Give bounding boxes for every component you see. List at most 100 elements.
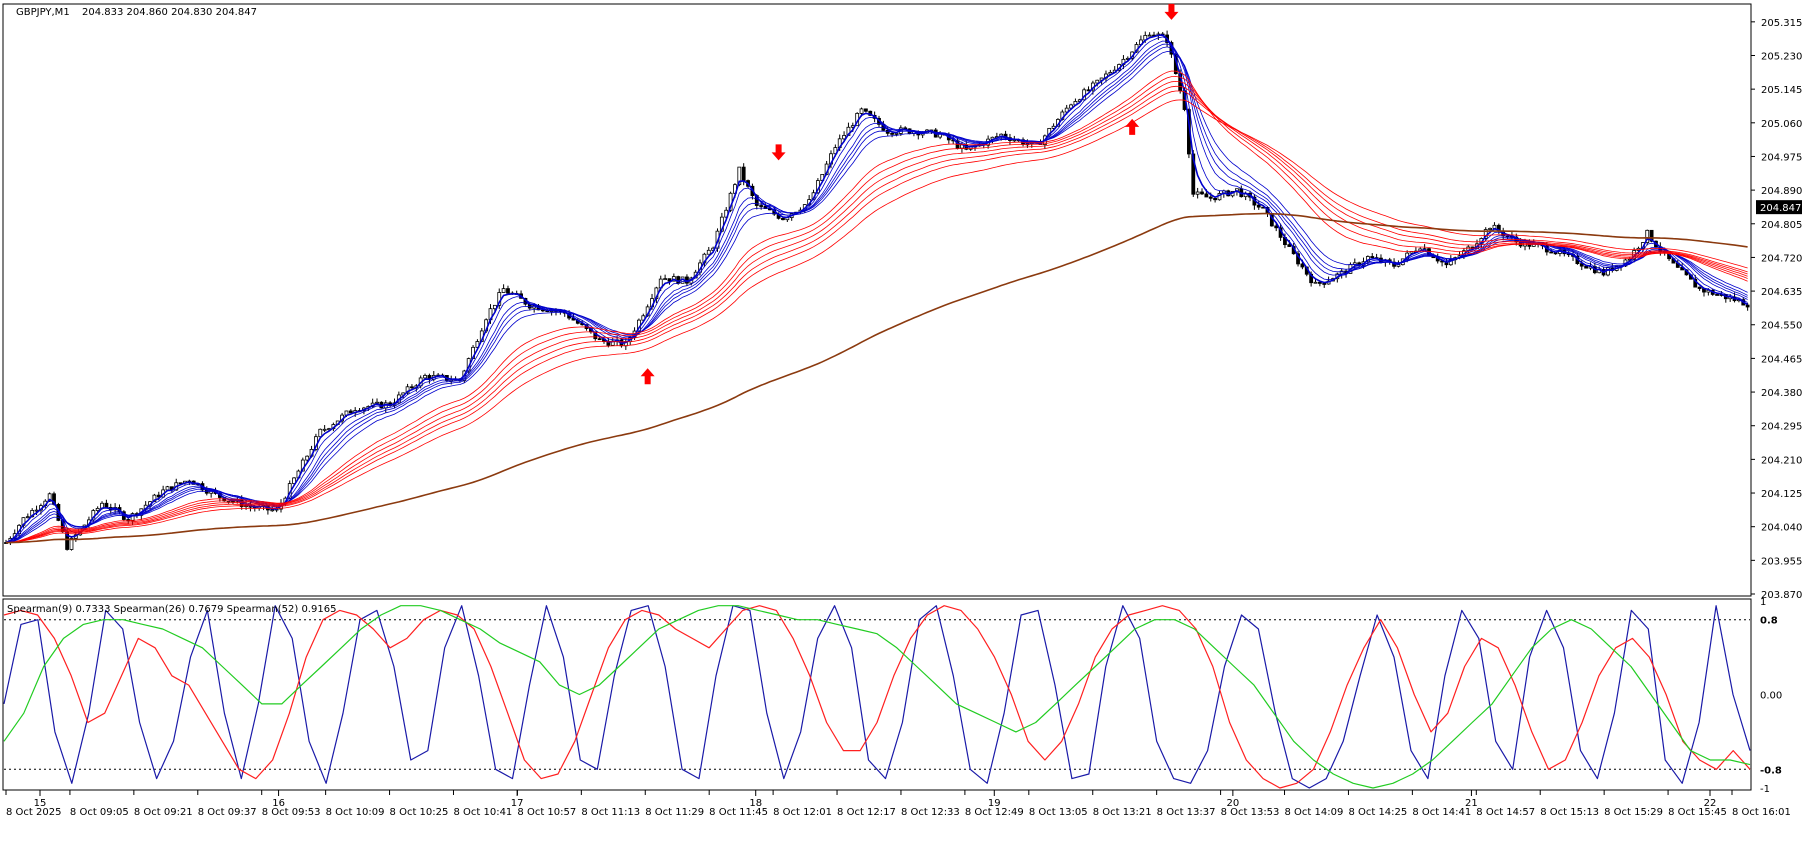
time-tick-label: 8 Oct 10:57 [517, 807, 576, 818]
candle-body [1195, 191, 1200, 195]
price-tick-label: 204.975 [1761, 152, 1802, 163]
spearman-indicator-layer [3, 605, 1751, 789]
time-tick-label: 8 Oct 10:25 [390, 807, 449, 818]
time-tick-label: 8 Oct 09:37 [198, 807, 257, 818]
candle-body [104, 502, 109, 508]
time-tick-label: 8 Oct 09:21 [134, 807, 193, 818]
time-tick-label: 8 Oct 2025 [6, 807, 61, 818]
candles-layer [4, 30, 1750, 551]
time-tick-label: 8 Oct 15:45 [1668, 807, 1727, 818]
candle-body [1584, 265, 1589, 269]
candle-body [1649, 229, 1654, 242]
time-tick-label: 8 Oct 09:05 [70, 807, 129, 818]
signal-arrows-layer [640, 3, 1179, 385]
ema-fast-line [5, 36, 1748, 543]
candle-body [1745, 304, 1750, 308]
candle-body [781, 217, 785, 221]
indicator-axis: 1 0.8 0.00 -0.8 -1 [1760, 597, 1782, 795]
time-tick-label: 8 Oct 15:29 [1604, 807, 1663, 818]
moving-averages-layer [5, 34, 1748, 544]
candle-body [890, 132, 894, 135]
indicator-tick-label: -0.8 [1760, 765, 1782, 776]
buy-signal-arrow [1125, 118, 1140, 135]
spearman-26-line [3, 605, 1751, 789]
candle-body [1313, 281, 1318, 284]
candle-body [95, 508, 100, 511]
candle-body [1147, 34, 1152, 37]
ema-mid-line [5, 75, 1748, 543]
candle-body [667, 278, 672, 282]
day-label: 19 [988, 798, 1001, 809]
main-chart-frame [2, 3, 1752, 597]
time-tick-label: 8 Oct 10:09 [326, 807, 385, 818]
buy-signal-arrow [640, 368, 655, 385]
price-tick-label: 204.380 [1761, 388, 1802, 399]
candle-body [506, 288, 510, 294]
time-tick-label: 8 Oct 11:45 [709, 807, 768, 818]
candle-body [318, 428, 323, 438]
candle-body [292, 477, 296, 484]
candle-body [1553, 252, 1558, 255]
day-label: 17 [511, 798, 524, 809]
candle-body [676, 276, 681, 284]
spearman-52-line [3, 605, 1751, 789]
ohlc-label: 204.833 204.860 204.830 204.847 [82, 7, 257, 18]
candle-body [405, 386, 410, 394]
day-label: 22 [1704, 798, 1717, 809]
candle-body [1317, 281, 1322, 284]
indicator-tick-label: -1 [1760, 784, 1770, 795]
time-tick-label: 8 Oct 13:37 [1157, 807, 1216, 818]
indicator-tick-label: 0.00 [1760, 691, 1782, 702]
candle-body [1492, 224, 1497, 229]
time-tick-label: 8 Oct 14:57 [1476, 807, 1535, 818]
candle-body [597, 338, 602, 341]
candle-body [165, 486, 170, 491]
ema-mid-line [5, 70, 1748, 543]
candle-body [1204, 193, 1209, 198]
candle-body [842, 135, 846, 140]
ema-fast-line [5, 40, 1748, 543]
ema-fast-line [5, 46, 1748, 543]
day-label: 15 [34, 798, 47, 809]
candle-body [25, 516, 30, 519]
candle-body [1370, 256, 1375, 259]
indicator-label: Spearman(9) 0.7333 Spearman(26) 0.7679 S… [7, 604, 336, 615]
candle-body [1549, 251, 1554, 254]
candle-body [1300, 263, 1305, 268]
price-tick-label: 205.060 [1761, 119, 1802, 130]
price-tick-label: 205.145 [1761, 85, 1802, 96]
ema-mid-line [5, 85, 1748, 543]
time-tick-label: 8 Oct 11:29 [645, 807, 704, 818]
day-label: 16 [272, 798, 285, 809]
candle-body [322, 428, 327, 431]
day-label: 21 [1465, 798, 1478, 809]
price-tick-label: 204.550 [1761, 321, 1802, 332]
price-tick-label: 204.040 [1761, 523, 1802, 534]
day-label: 18 [749, 798, 762, 809]
ema-mid-line [5, 99, 1748, 543]
candle-body [864, 108, 868, 112]
candle-body [1274, 225, 1279, 229]
ema-mid-line [5, 90, 1748, 543]
time-tick-label: 8 Oct 14:09 [1285, 807, 1344, 818]
current-price-label: 204.847 [1760, 203, 1801, 214]
candle-body [859, 108, 864, 114]
price-tick-label: 204.720 [1761, 253, 1802, 264]
candle-body [410, 386, 414, 389]
candle-body [501, 288, 506, 293]
price-tick-label: 205.230 [1761, 51, 1802, 62]
candle-body [1095, 79, 1100, 84]
time-tick-label: 8 Oct 10:41 [453, 807, 512, 818]
candle-body [423, 375, 427, 379]
ema-fast-line [5, 34, 1748, 544]
candle-body [348, 410, 353, 414]
price-tick-label: 204.210 [1761, 455, 1802, 466]
candle-body [305, 455, 310, 461]
price-tick-label: 204.890 [1761, 186, 1802, 197]
price-tick-label: 204.805 [1761, 220, 1802, 231]
candle-body [741, 166, 746, 181]
time-tick-label: 8 Oct 14:41 [1412, 807, 1471, 818]
candle-body [663, 278, 668, 281]
